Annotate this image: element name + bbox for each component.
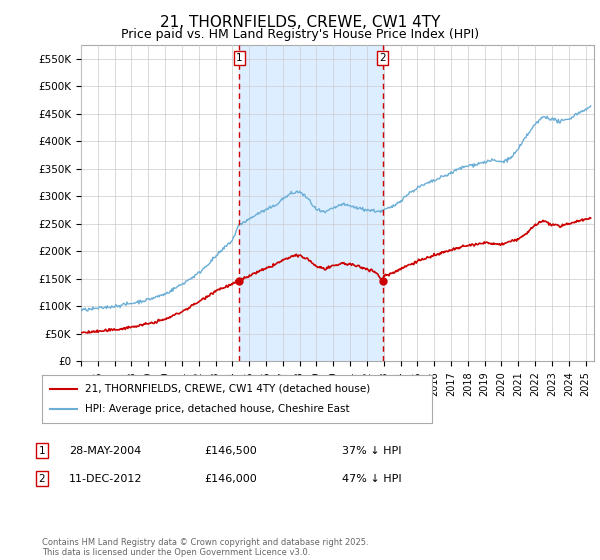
Text: £146,000: £146,000 xyxy=(204,474,257,484)
Text: HPI: Average price, detached house, Cheshire East: HPI: Average price, detached house, Ches… xyxy=(85,404,350,414)
Text: £146,500: £146,500 xyxy=(204,446,257,456)
Text: 21, THORNFIELDS, CREWE, CW1 4TY (detached house): 21, THORNFIELDS, CREWE, CW1 4TY (detache… xyxy=(85,384,370,394)
Text: 11-DEC-2012: 11-DEC-2012 xyxy=(69,474,143,484)
Text: 1: 1 xyxy=(38,446,46,456)
Bar xyxy=(239,45,383,361)
Text: 28-MAY-2004: 28-MAY-2004 xyxy=(69,446,141,456)
Text: Price paid vs. HM Land Registry's House Price Index (HPI): Price paid vs. HM Land Registry's House … xyxy=(121,28,479,41)
Text: 37% ↓ HPI: 37% ↓ HPI xyxy=(342,446,401,456)
Text: Contains HM Land Registry data © Crown copyright and database right 2025.
This d: Contains HM Land Registry data © Crown c… xyxy=(42,538,368,557)
Text: 2: 2 xyxy=(379,53,386,63)
Text: 21, THORNFIELDS, CREWE, CW1 4TY: 21, THORNFIELDS, CREWE, CW1 4TY xyxy=(160,15,440,30)
Text: 47% ↓ HPI: 47% ↓ HPI xyxy=(342,474,401,484)
Text: 1: 1 xyxy=(236,53,242,63)
Text: 2: 2 xyxy=(38,474,46,484)
